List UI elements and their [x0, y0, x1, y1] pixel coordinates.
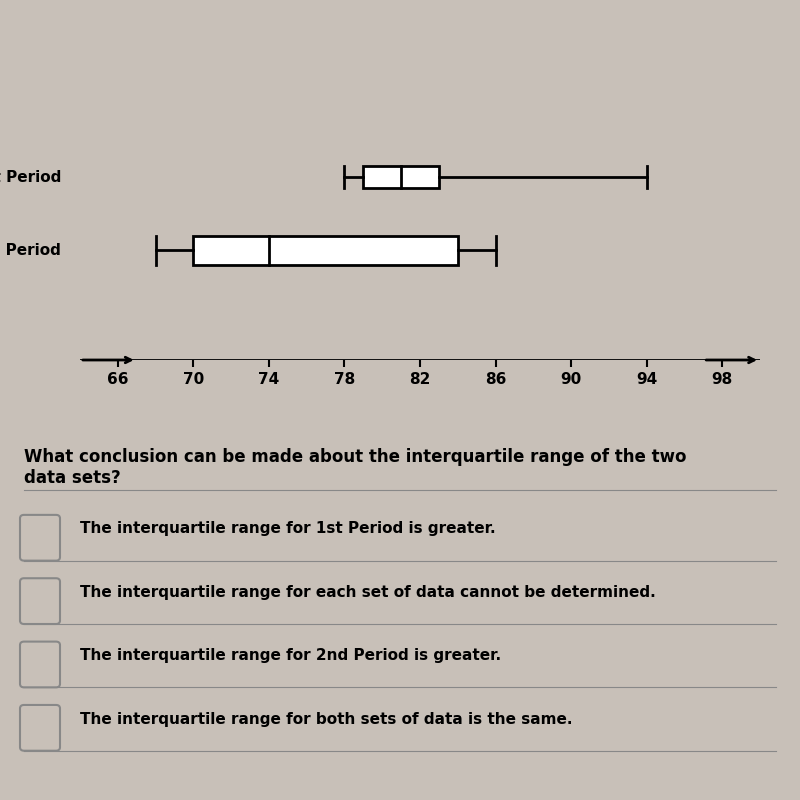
Text: 2nd Period: 2nd Period — [0, 242, 61, 258]
FancyBboxPatch shape — [20, 515, 60, 561]
FancyBboxPatch shape — [363, 166, 439, 188]
FancyBboxPatch shape — [20, 705, 60, 750]
Text: The interquartile range for both sets of data is the same.: The interquartile range for both sets of… — [80, 711, 573, 726]
FancyBboxPatch shape — [194, 236, 458, 265]
FancyBboxPatch shape — [20, 578, 60, 624]
Text: Test Scores for Mrs. Smith's Classes: Test Scores for Mrs. Smith's Classes — [218, 166, 582, 184]
FancyBboxPatch shape — [20, 642, 60, 687]
Text: 1st Period: 1st Period — [0, 170, 61, 185]
Text: The interquartile range for each set of data cannot be determined.: The interquartile range for each set of … — [80, 585, 656, 600]
Text: Use the stacked box and whisker plot in the diagram below.: Use the stacked box and whisker plot in … — [97, 117, 703, 135]
Text: What conclusion can be made about the interquartile range of the two
data sets?: What conclusion can be made about the in… — [24, 448, 686, 486]
Text: The interquartile range for 2nd Period is greater.: The interquartile range for 2nd Period i… — [80, 648, 501, 663]
Text: The interquartile range for 1st Period is greater.: The interquartile range for 1st Period i… — [80, 522, 496, 537]
